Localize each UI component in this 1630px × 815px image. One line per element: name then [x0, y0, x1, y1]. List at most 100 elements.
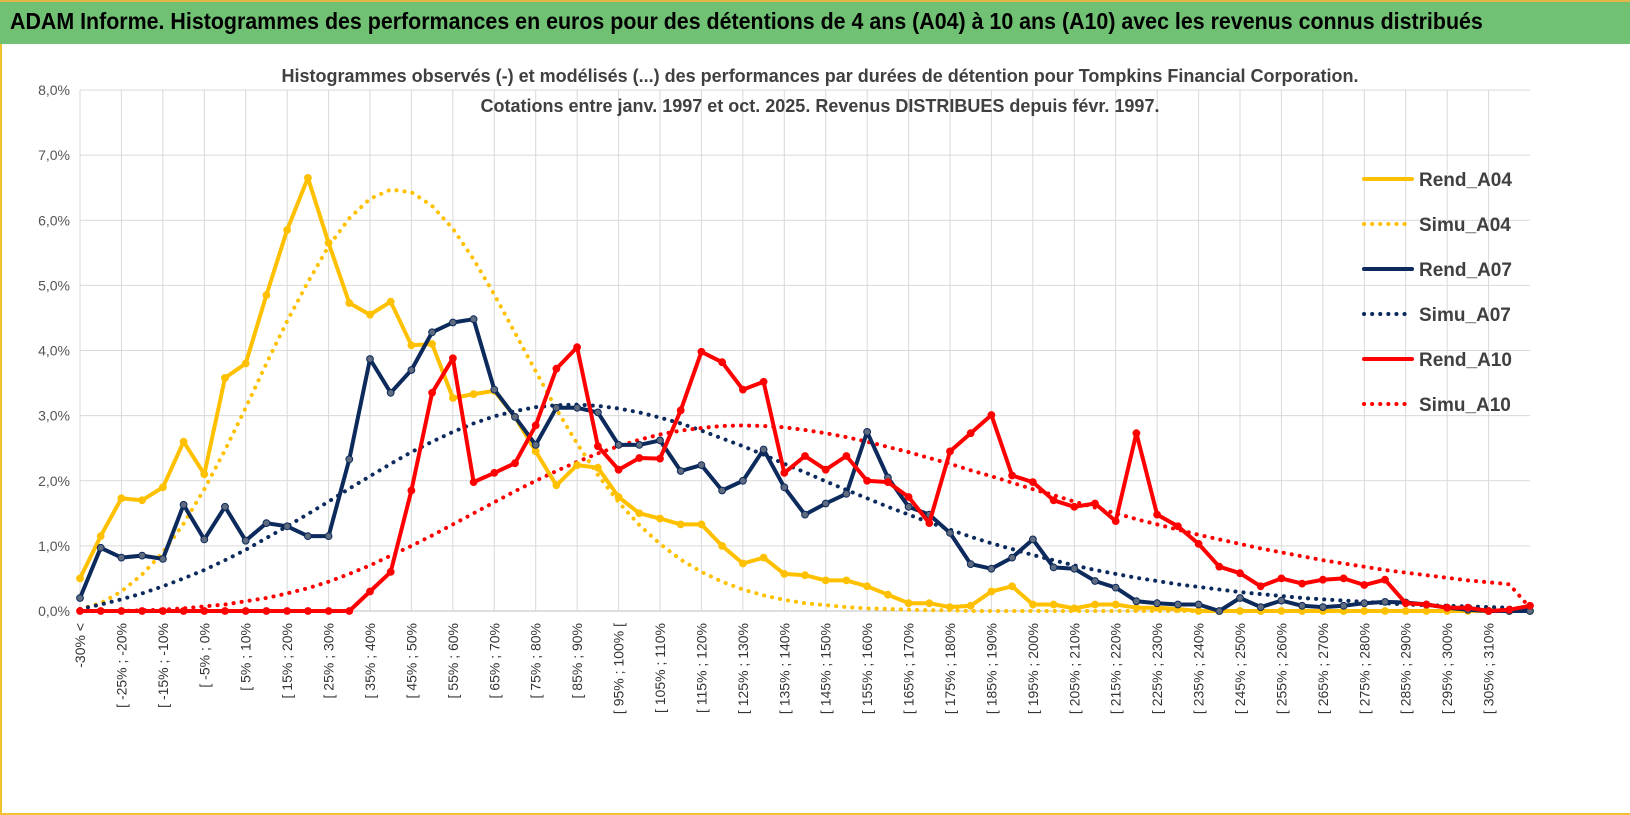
x-tick-label: -30% < [72, 623, 88, 668]
data-point [759, 445, 768, 454]
data-point [96, 532, 105, 541]
data-point [842, 489, 851, 498]
data-point [200, 535, 209, 544]
legend-label: Rend_A07 [1419, 260, 1512, 281]
data-point [676, 467, 685, 475]
data-point [386, 568, 395, 576]
data-point [635, 454, 644, 462]
legend-entry-Simu_A10: Simu_A10 [1362, 395, 1511, 416]
data-point [511, 459, 519, 468]
data-point [925, 519, 934, 528]
data-point [262, 291, 271, 300]
data-point [759, 377, 768, 386]
x-tick-label: [ 35% ; 40% [362, 623, 378, 699]
data-point [407, 366, 416, 374]
data-point [1236, 569, 1244, 578]
series-Rend_A10 [76, 343, 1534, 615]
x-tick-label: [ -15% ; -10% [155, 623, 171, 708]
data-point [324, 239, 333, 247]
data-point [304, 532, 312, 541]
data-point [1132, 597, 1141, 606]
data-point [1236, 594, 1244, 602]
x-tick-label: [ 165% ; 170% [901, 623, 917, 714]
data-point [386, 297, 395, 306]
data-point [283, 522, 292, 531]
x-tick-label: [ 15% ; 20% [279, 623, 295, 699]
data-point [1360, 607, 1369, 615]
x-tick-label: [ 275% ; 280% [1356, 623, 1372, 714]
data-point [324, 607, 333, 615]
x-tick-label: [ 45% ; 50% [403, 623, 419, 699]
y-axis-ticks: 0,0% 1,0% 2,0% 3,0% 4,0% 5,0% 6,0% 7,0% 8,0% [38, 82, 70, 619]
legend-entry-Rend_A07: Rend_A07 [1362, 260, 1512, 281]
y-tick-label: 8,0% [38, 82, 70, 98]
data-point [1070, 502, 1079, 511]
data-point [366, 355, 374, 363]
data-point [531, 441, 540, 449]
series-line-Simu_A10 [78, 423, 1532, 613]
x-tick-label: [ 155% ; 160% [859, 623, 875, 714]
data-point [594, 463, 602, 472]
data-point [1132, 429, 1141, 438]
data-point [697, 520, 706, 529]
data-point [324, 532, 333, 541]
data-point [1526, 601, 1534, 610]
x-tick-label: [ 195% ; 200% [1025, 623, 1041, 714]
x-tick-label: [ 295% ; 300% [1439, 623, 1455, 714]
series-line-Simu_A04 [78, 187, 1532, 613]
data-point [739, 385, 747, 394]
data-point [262, 607, 271, 615]
data-point [469, 315, 478, 324]
x-tick-label: [ 175% ; 180% [942, 623, 958, 714]
data-point [656, 436, 664, 445]
data-point [200, 470, 209, 479]
legend-label: Simu_A07 [1419, 305, 1511, 326]
data-point [1174, 522, 1182, 531]
data-point [179, 607, 188, 615]
data-point [1236, 607, 1244, 615]
data-point [573, 403, 581, 412]
data-point [780, 483, 789, 492]
x-tick-label: [ 255% ; 260% [1273, 623, 1289, 714]
x-tick-label: [ 5% ; 10% [238, 623, 254, 691]
data-point [718, 486, 726, 495]
chart-subtitle-line-1: Histogrammes observés (-) et modélisés (… [282, 66, 1359, 86]
data-point [573, 461, 581, 470]
data-point [1029, 600, 1037, 609]
data-point [241, 536, 250, 545]
data-point [904, 599, 913, 608]
data-point [1008, 553, 1016, 562]
x-tick-label: [ 125% ; 130% [735, 623, 751, 714]
data-point [1111, 517, 1120, 526]
x-tick-label: [ 55% ; 60% [445, 623, 461, 699]
legend-label: Simu_A04 [1419, 215, 1511, 236]
data-point [262, 519, 271, 528]
data-point [697, 461, 706, 470]
data-point [1091, 499, 1099, 508]
legend-entry-Rend_A10: Rend_A10 [1362, 350, 1512, 371]
data-point [1049, 600, 1058, 609]
data-point [801, 571, 809, 580]
data-point [780, 469, 789, 477]
data-point [1277, 574, 1286, 583]
y-tick-label: 3,0% [38, 408, 70, 424]
data-point [966, 601, 975, 610]
x-tick-label: [ 305% ; 310% [1481, 623, 1497, 714]
data-point [241, 607, 250, 615]
x-tick-label: [ 265% ; 270% [1315, 623, 1331, 714]
x-tick-label: [ 95% ; 100% [ [611, 623, 627, 714]
data-point [1484, 607, 1493, 615]
data-point [117, 607, 126, 615]
data-point [449, 318, 457, 327]
data-point [531, 447, 540, 456]
data-point [925, 599, 934, 608]
data-point [1132, 603, 1141, 612]
x-tick-label: [ 245% ; 250% [1232, 623, 1248, 714]
series-Simu_A04 [78, 187, 1532, 613]
data-point [1049, 563, 1058, 572]
legend-entry-Simu_A04: Simu_A04 [1362, 215, 1511, 236]
data-point [739, 559, 747, 568]
legend: Rend_A04 Simu_A04 Rend_A07 Simu_A07 Rend_A10… [1362, 170, 1512, 416]
data-point [407, 486, 416, 495]
data-point [159, 607, 167, 615]
